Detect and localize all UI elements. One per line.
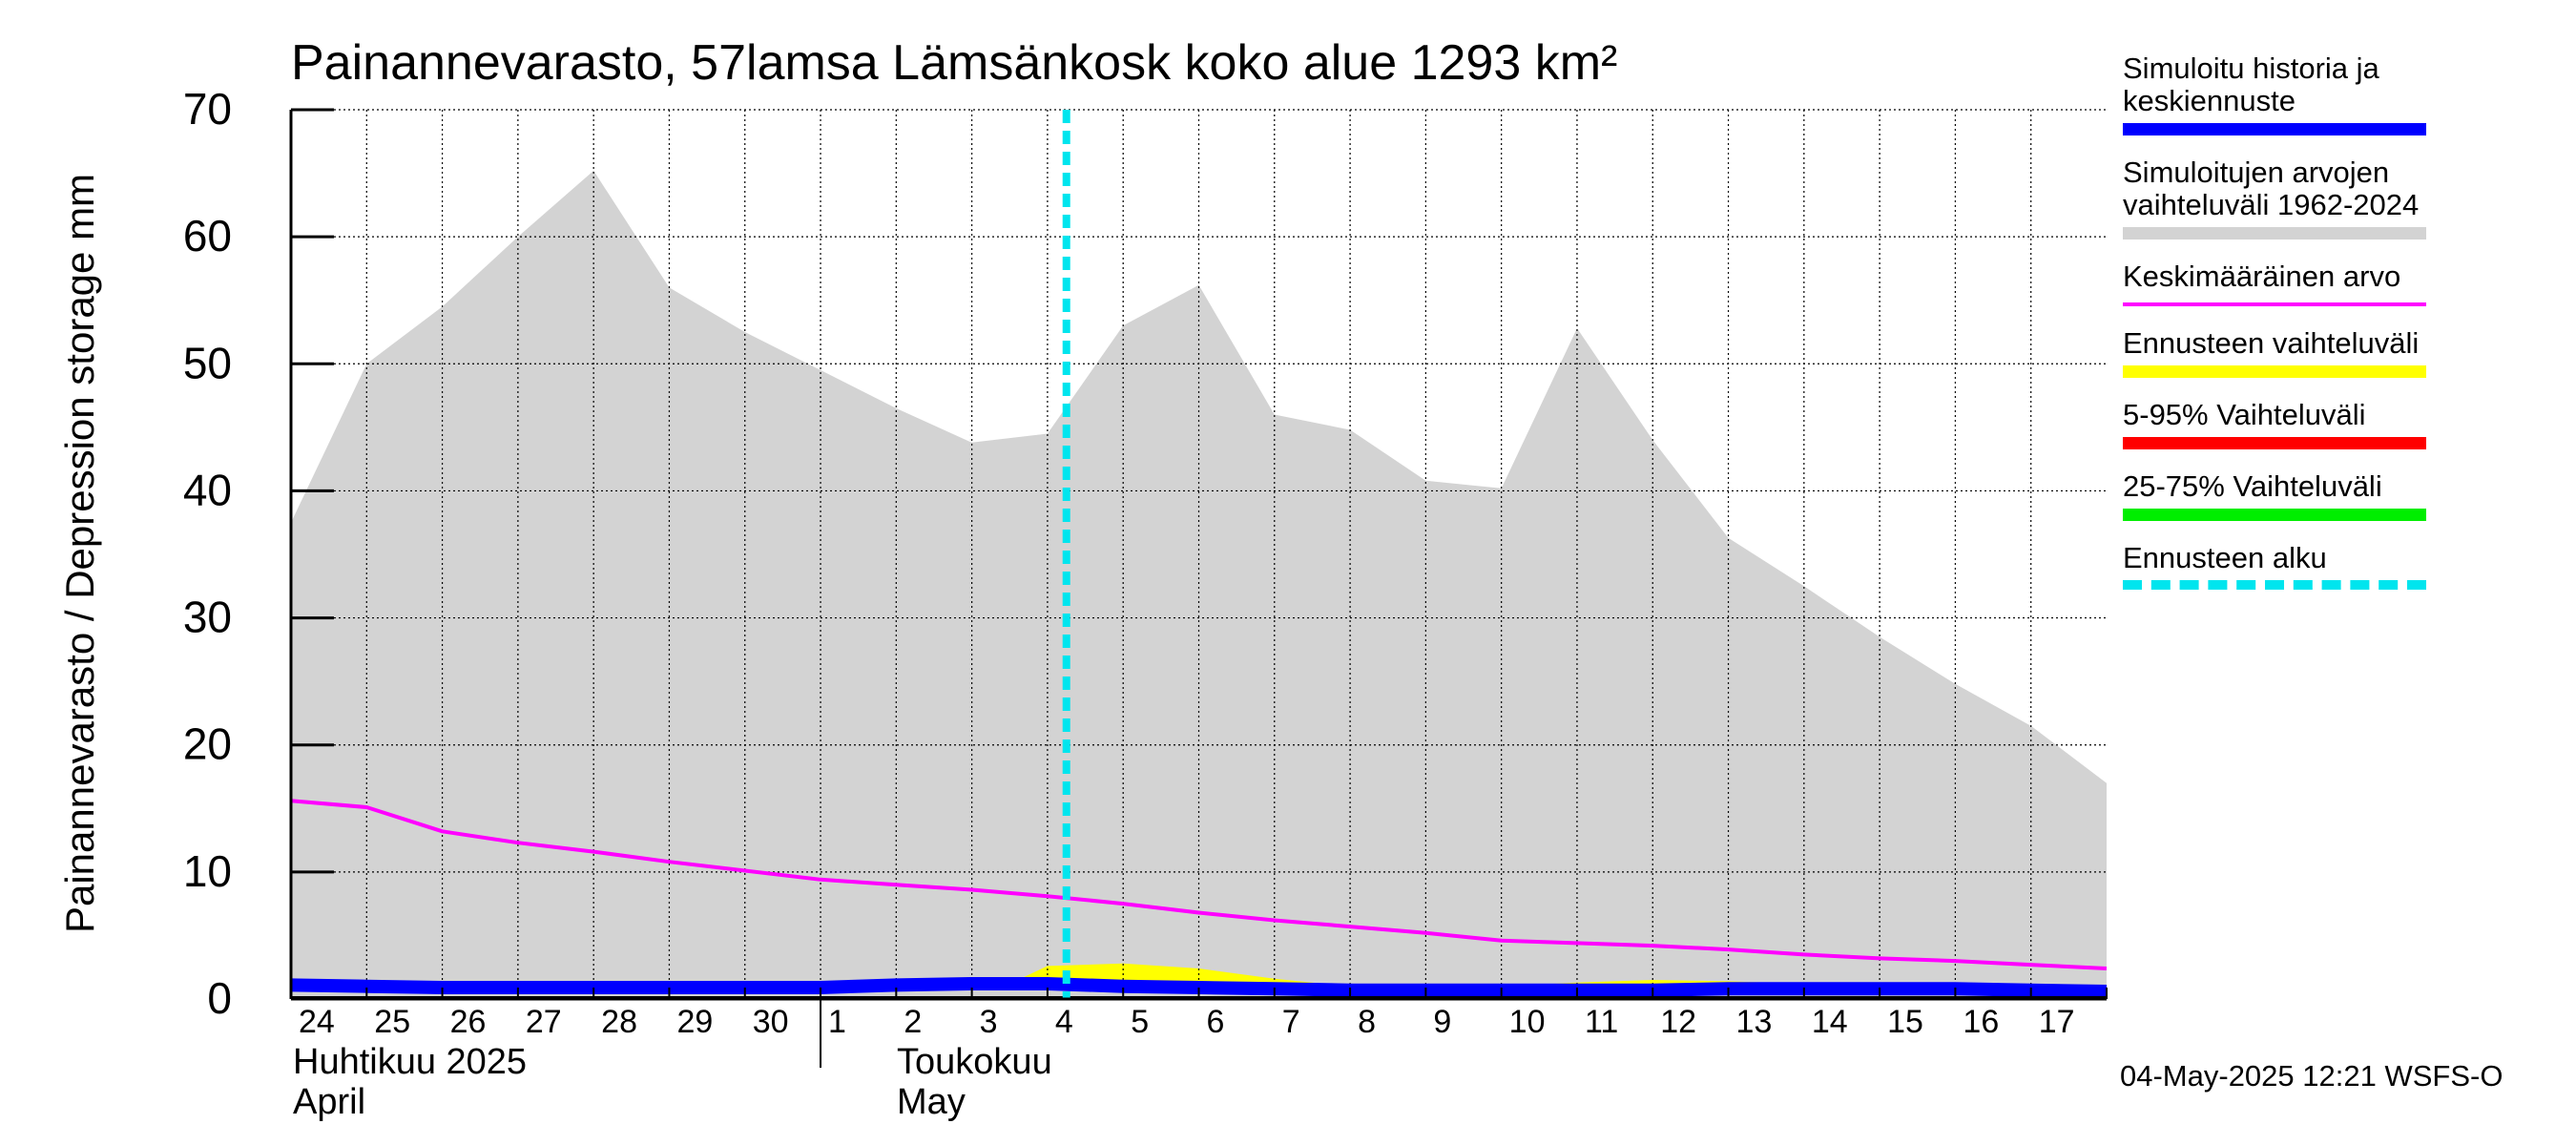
legend-item-forecast-range: Ennusteen vaihteluväli: [2123, 327, 2571, 378]
legend-swatch-magenta: [2123, 302, 2426, 306]
x-tick-label: 4: [1055, 1004, 1073, 1040]
x-tick-label: 7: [1282, 1004, 1300, 1040]
x-tick-label: 25: [374, 1004, 410, 1040]
x-tick-label: 6: [1207, 1004, 1225, 1040]
chart-title: Painannevarasto, 57lamsa Lämsänkosk koko…: [291, 35, 1617, 91]
legend-label: Ennusteen alku: [2123, 541, 2327, 574]
legend-label: Keskimääräinen arvo: [2123, 260, 2401, 293]
month-label-en: May: [897, 1082, 966, 1122]
month-label-en: April: [293, 1082, 365, 1122]
y-axis-label: Painannevarasto / Depression storage mm: [57, 174, 102, 933]
legend-item-5-95: 5-95% Vaihteluväli: [2123, 399, 2571, 449]
legend-swatch-yellow: [2123, 365, 2426, 378]
y-tick-label: 60: [183, 211, 232, 260]
x-tick-label: 16: [1963, 1004, 1999, 1040]
legend-item-sim-range: Simuloitujen arvojen vaihteluväli 1962-2…: [2123, 156, 2571, 239]
x-tick-label: 28: [601, 1004, 637, 1040]
legend-item-mean: Keskimääräinen arvo: [2123, 260, 2571, 306]
legend-swatch-gray: [2123, 227, 2426, 239]
series-line-mean: [290, 799, 2108, 970]
y-tick-label: 0: [207, 973, 232, 1023]
month-label-fi: Huhtikuu 2025: [293, 1042, 527, 1082]
legend-item-forecast-start: Ennusteen alku: [2123, 542, 2571, 590]
x-tick-label: 24: [299, 1004, 335, 1040]
x-tick-label: 15: [1887, 1004, 1923, 1040]
x-tick-label: 1: [828, 1004, 846, 1040]
x-tick-label: 29: [676, 1004, 713, 1040]
x-tick-label: 5: [1131, 1004, 1149, 1040]
y-tick-label: 20: [183, 719, 232, 769]
month-label-fi: Toukokuu: [897, 1042, 1052, 1082]
x-tick-label: 11: [1585, 1004, 1618, 1040]
timestamp-footer: 04-May-2025 12:21 WSFS-O: [2120, 1059, 2503, 1093]
legend-label: Simuloitujen arvojen vaihteluväli 1962-2…: [2123, 156, 2420, 221]
legend-swatch-green: [2123, 509, 2426, 521]
x-tick-label: 8: [1358, 1004, 1376, 1040]
legend-label: 5-95% Vaihteluväli: [2123, 398, 2366, 431]
x-tick-label: 17: [2039, 1004, 2075, 1040]
x-tick-label: 27: [526, 1004, 562, 1040]
x-tick-label: 30: [753, 1004, 789, 1040]
x-tick-label: 13: [1736, 1004, 1773, 1040]
x-tick-label: 2: [904, 1004, 922, 1040]
legend-label: Ennusteen vaihteluväli: [2123, 326, 2420, 360]
legend-swatch-cyan-dashed: [2123, 580, 2426, 590]
x-tick-label: 14: [1812, 1004, 1848, 1040]
x-tick-label: 12: [1660, 1004, 1696, 1040]
x-tick-label: 9: [1433, 1004, 1451, 1040]
legend-swatch-blue: [2123, 123, 2426, 135]
x-tick-label: 3: [980, 1004, 998, 1040]
legend: Simuloitu historia ja keskiennuste Simul…: [2123, 52, 2571, 611]
y-tick-label: 10: [183, 846, 232, 896]
legend-label: 25-75% Vaihteluväli: [2123, 469, 2382, 503]
legend-label: Simuloitu historia ja keskiennuste: [2123, 52, 2379, 117]
x-tick-label: 10: [1509, 1004, 1546, 1040]
y-tick-label: 70: [183, 84, 232, 134]
legend-item-history: Simuloitu historia ja keskiennuste: [2123, 52, 2571, 135]
legend-swatch-red: [2123, 437, 2426, 449]
y-tick-label: 50: [183, 338, 232, 387]
y-tick-label: 40: [183, 465, 232, 514]
y-tick-label: 30: [183, 593, 232, 642]
legend-item-25-75: 25-75% Vaihteluväli: [2123, 470, 2571, 521]
x-tick-label: 26: [450, 1004, 487, 1040]
